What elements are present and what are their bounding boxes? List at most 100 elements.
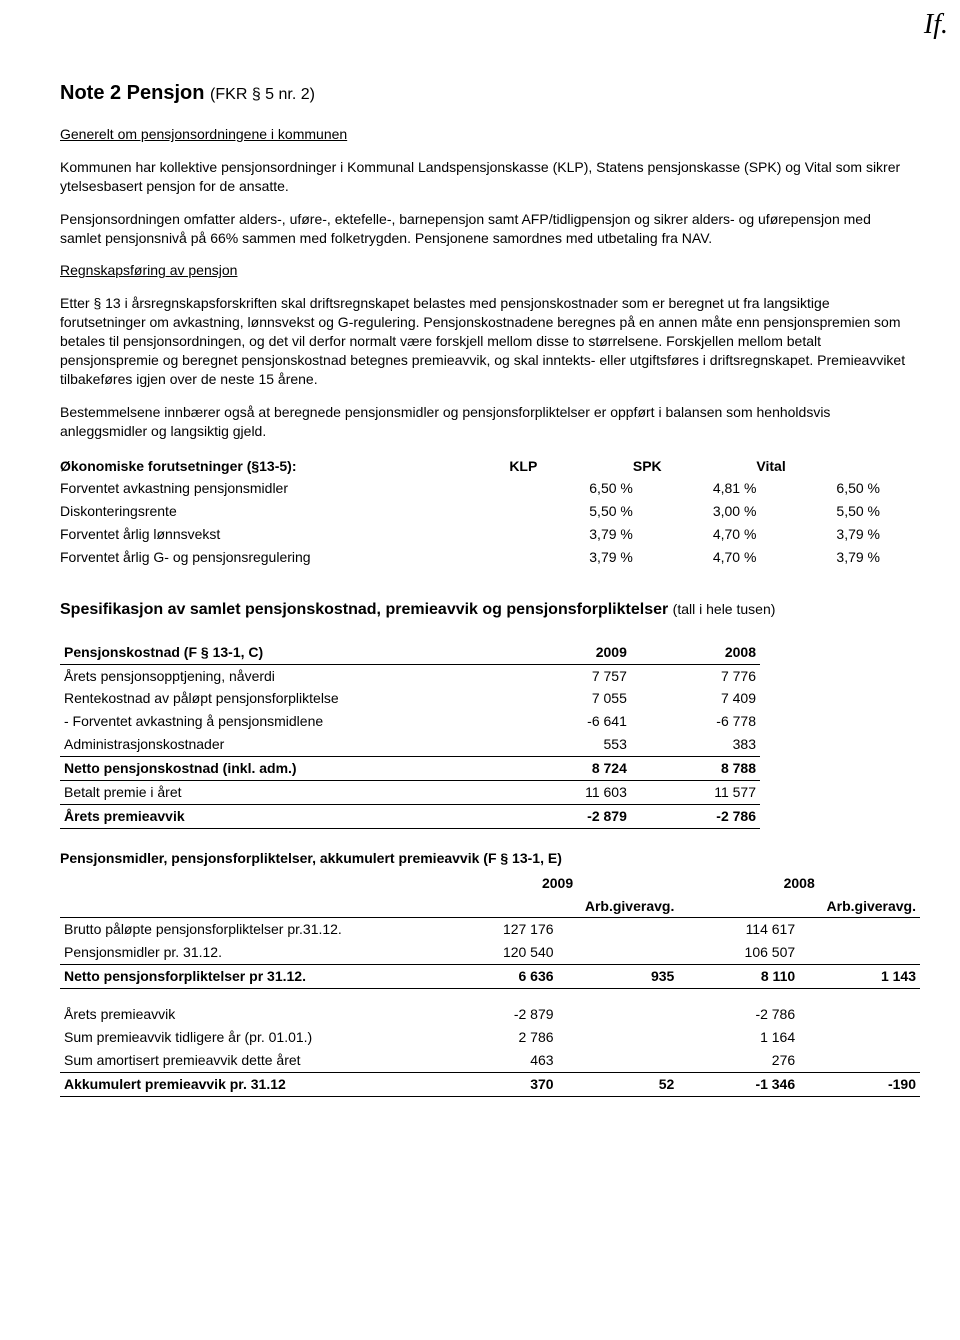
cell: 5,50 % <box>756 500 880 523</box>
page-title: Note 2 Pensjon (FKR § 5 nr. 2) <box>60 80 910 107</box>
table-row-diff: Årets premieavvik -2 879 -2 786 <box>60 804 760 828</box>
table-row: Administrasjonskostnader 553 383 <box>60 733 760 756</box>
assumptions-table: Økonomiske forutsetninger (§13-5): KLP S… <box>60 455 880 569</box>
table-row-spacer <box>60 989 920 1004</box>
t3-year-1: 2009 <box>437 872 679 895</box>
table-row: Rentekostnad av påløpt pensjonsforplikte… <box>60 687 760 710</box>
cell <box>799 1003 920 1026</box>
spec-heading: Spesifikasjon av samlet pensjonskostnad,… <box>60 599 910 621</box>
table-row: Forventet avkastning pensjonsmidler 6,50… <box>60 477 880 500</box>
section-heading-accounting: Regnskapsføring av pensjon <box>60 262 237 278</box>
cell: 7 055 <box>502 687 631 710</box>
title-main: Note 2 Pensjon <box>60 82 204 104</box>
cell: 2 786 <box>437 1026 558 1049</box>
cell: 7 757 <box>502 664 631 687</box>
row-label: Årets pensjonsopptjening, nåverdi <box>60 664 502 687</box>
assumption-label: Diskonteringsrente <box>60 500 509 523</box>
cell: 553 <box>502 733 631 756</box>
row-label: Brutto påløpte pensjonsforpliktelser pr.… <box>60 918 437 941</box>
cell: 106 507 <box>678 941 799 964</box>
row-label: Betalt premie i året <box>60 780 502 804</box>
cell: 6 636 <box>437 965 558 989</box>
cell: 4,81 % <box>633 477 757 500</box>
t3-year-2: 2008 <box>678 872 920 895</box>
cell: 276 <box>678 1049 799 1072</box>
cell: -2 786 <box>631 804 760 828</box>
t2-year-1: 2009 <box>502 641 631 664</box>
assumption-label: Forventet årlig lønnsvekst <box>60 523 509 546</box>
cell: 11 577 <box>631 780 760 804</box>
cell: 8 724 <box>502 757 631 781</box>
cell <box>799 941 920 964</box>
cell: 52 <box>558 1072 679 1096</box>
cell: -2 786 <box>678 1003 799 1026</box>
cell: 3,00 % <box>633 500 757 523</box>
row-label: Årets premieavvik <box>60 804 502 828</box>
cell: 5,50 % <box>509 500 633 523</box>
cell: 6,50 % <box>509 477 633 500</box>
row-label: Årets premieavvik <box>60 1003 437 1026</box>
t2-title: Pensjonskostnad (F § 13-1, C) <box>60 641 502 664</box>
cell: -1 346 <box>678 1072 799 1096</box>
cell: 3,79 % <box>756 546 880 569</box>
cell: 120 540 <box>437 941 558 964</box>
cell: 11 603 <box>502 780 631 804</box>
table-row: - Forventet avkastning å pensjonsmidlene… <box>60 710 760 733</box>
row-label: Netto pensjonsforpliktelser pr 31.12. <box>60 965 437 989</box>
cell: -2 879 <box>502 804 631 828</box>
cell: 7 409 <box>631 687 760 710</box>
row-label: Rentekostnad av påløpt pensjonsforplikte… <box>60 687 502 710</box>
cell: 1 164 <box>678 1026 799 1049</box>
cell: -190 <box>799 1072 920 1096</box>
t3-title: Pensjonsmidler, pensjonsforpliktelser, a… <box>60 849 910 868</box>
section-accounting-p1: Etter § 13 i årsregnskapsforskriften ska… <box>60 294 910 388</box>
row-label: Netto pensjonskostnad (inkl. adm.) <box>60 757 502 781</box>
t2-year-2: 2008 <box>631 641 760 664</box>
assumptions-title: Økonomiske forutsetninger (§13-5): <box>60 455 509 478</box>
col-vital: Vital <box>756 455 880 478</box>
cell: 4,70 % <box>633 523 757 546</box>
col-spk: SPK <box>633 455 757 478</box>
cell: 7 776 <box>631 664 760 687</box>
row-label: Pensjonsmidler pr. 31.12. <box>60 941 437 964</box>
table-row: Forventet årlig lønnsvekst 3,79 % 4,70 %… <box>60 523 880 546</box>
cell: 1 143 <box>799 965 920 989</box>
table-row-net: Netto pensjonskostnad (inkl. adm.) 8 724… <box>60 757 760 781</box>
cell: 8 788 <box>631 757 760 781</box>
cell: -2 879 <box>437 1003 558 1026</box>
title-sub: (FKR § 5 nr. 2) <box>210 86 315 103</box>
assumption-label: Forventet avkastning pensjonsmidler <box>60 477 509 500</box>
table-row-net: Netto pensjonsforpliktelser pr 31.12. 6 … <box>60 965 920 989</box>
cell <box>558 941 679 964</box>
pension-cost-table: Pensjonskostnad (F § 13-1, C) 2009 2008 … <box>60 641 760 829</box>
assumption-label: Forventet årlig G- og pensjonsregulering <box>60 546 509 569</box>
cell <box>799 1049 920 1072</box>
page-corner-mark: If. <box>924 6 948 44</box>
spec-heading-light: (tall i hele tusen) <box>673 601 776 617</box>
cell: 4,70 % <box>633 546 757 569</box>
cell: 127 176 <box>437 918 558 941</box>
cell: -6 778 <box>631 710 760 733</box>
cell <box>558 1026 679 1049</box>
row-label: Administrasjonskostnader <box>60 733 502 756</box>
spec-heading-main: Spesifikasjon av samlet pensjonskostnad,… <box>60 601 668 618</box>
row-label: - Forventet avkastning å pensjonsmidlene <box>60 710 502 733</box>
cell: 935 <box>558 965 679 989</box>
section-accounting-p2: Bestemmelsene innbærer også at beregnede… <box>60 403 910 441</box>
section-general-p1: Kommunen har kollektive pensjonsordninge… <box>60 158 910 196</box>
t3-arb-1: Arb.giveravg. <box>558 895 679 918</box>
table-row: Årets premieavvik -2 879 -2 786 <box>60 1003 920 1026</box>
table-row: Pensjonsmidler pr. 31.12. 120 540 106 50… <box>60 941 920 964</box>
cell: 8 110 <box>678 965 799 989</box>
cell: 463 <box>437 1049 558 1072</box>
cell: 383 <box>631 733 760 756</box>
table-row: Diskonteringsrente 5,50 % 3,00 % 5,50 % <box>60 500 880 523</box>
table-row: Årets pensjonsopptjening, nåverdi 7 757 … <box>60 664 760 687</box>
table-row: Brutto påløpte pensjonsforpliktelser pr.… <box>60 918 920 941</box>
table-row-acc: Akkumulert premieavvik pr. 31.12 370 52 … <box>60 1072 920 1096</box>
cell: 6,50 % <box>756 477 880 500</box>
cell <box>558 1049 679 1072</box>
cell: 3,79 % <box>509 546 633 569</box>
table-row: Betalt premie i året 11 603 11 577 <box>60 780 760 804</box>
cell: 3,79 % <box>756 523 880 546</box>
